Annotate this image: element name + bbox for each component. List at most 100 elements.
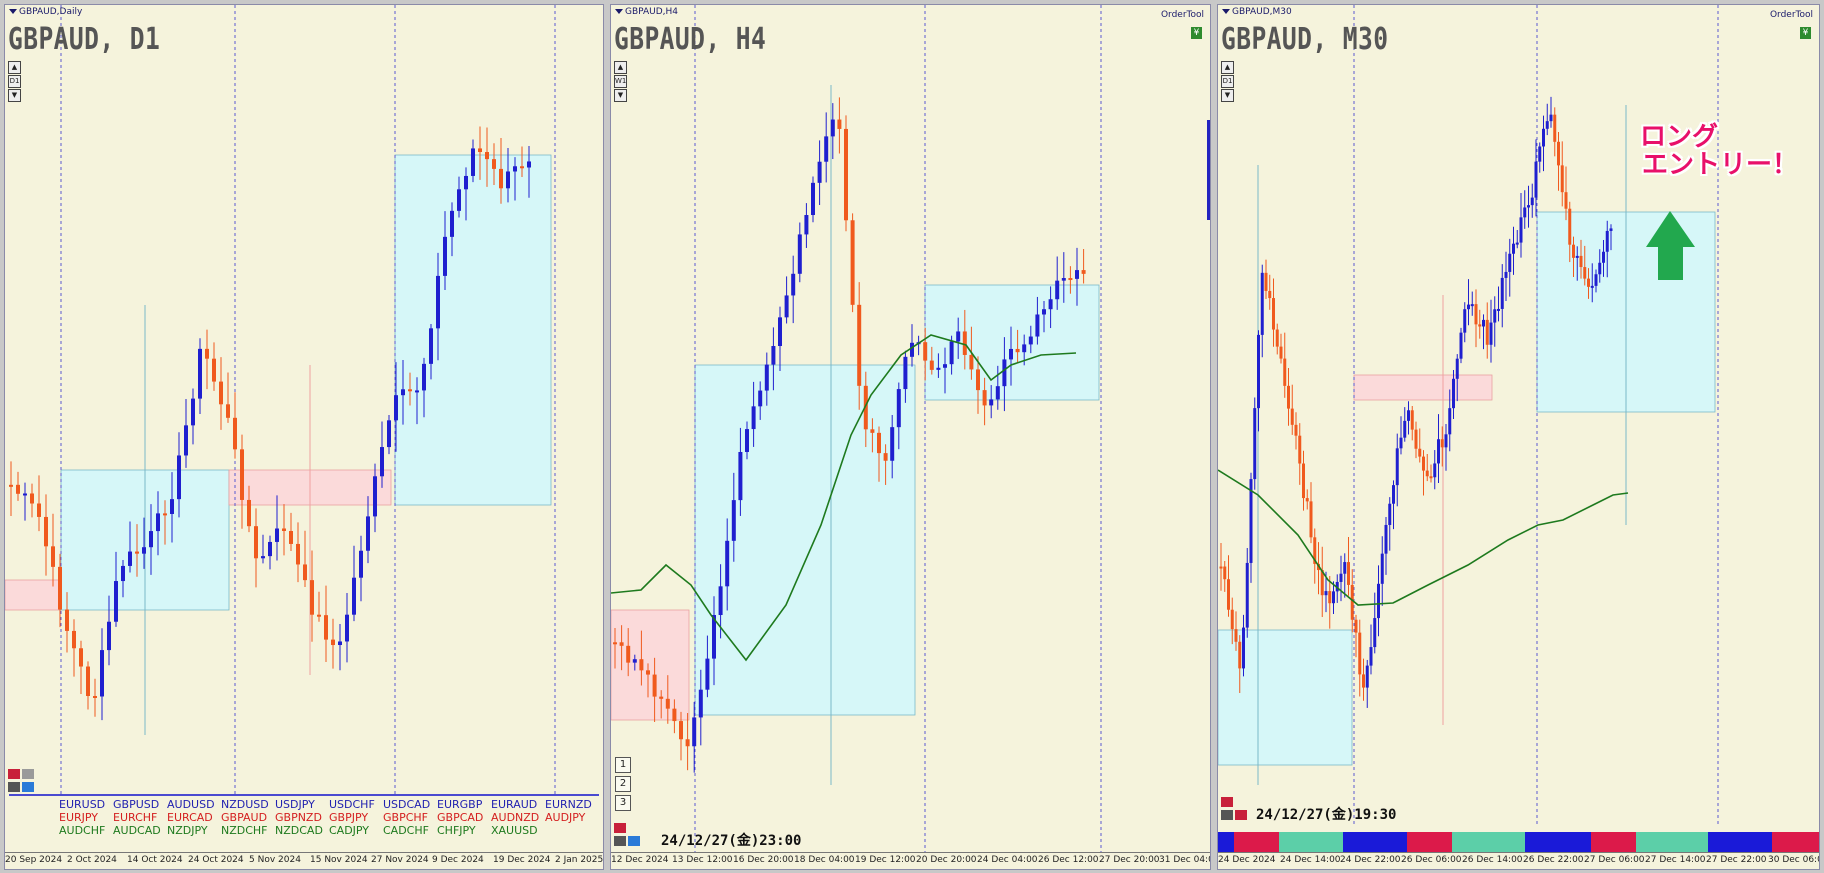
color-icon[interactable] (1235, 810, 1247, 820)
settings-icon[interactable] (614, 836, 626, 846)
chart-window-d1[interactable]: GBPAUD,Daily GBPAUD, D1 ▲ D1 ▼ EURUSD GBP… (4, 4, 604, 870)
dropdown-icon[interactable] (615, 9, 623, 14)
color-icon[interactable] (628, 836, 640, 846)
scroll-up-button[interactable]: ▲ (614, 61, 627, 74)
pair-link[interactable]: NZDJPY (167, 824, 208, 837)
pair-link[interactable]: XAUUSD (491, 824, 538, 837)
pair-link[interactable]: AUDNZD (491, 811, 540, 824)
pair-link[interactable]: EURCAD (167, 811, 213, 824)
candle-body (198, 348, 202, 399)
pair-link[interactable]: GBPJPY (329, 811, 369, 824)
candle-body (679, 721, 683, 740)
pair-link[interactable]: USDCHF (329, 798, 375, 811)
candle-body (1489, 322, 1493, 345)
pair-link[interactable]: NZDCHF (221, 824, 268, 837)
candle-body (1575, 255, 1579, 258)
order-tool-label[interactable]: OrderTool (1160, 10, 1204, 20)
pair-link[interactable]: CHFJPY (437, 824, 476, 837)
close-icon[interactable] (1221, 797, 1233, 807)
candle-body (1313, 537, 1317, 564)
moving-average-line (1218, 469, 1629, 606)
candle-body (1075, 270, 1079, 279)
number-button-3[interactable]: 3 (615, 795, 631, 811)
date-label: 30 Dec 06:00 (1768, 855, 1819, 865)
candle-body (1530, 197, 1534, 206)
color-icon[interactable] (22, 782, 34, 792)
zone-box (394, 154, 552, 506)
candle-body (731, 500, 736, 541)
candle-body (1587, 278, 1590, 287)
number-button-2[interactable]: 2 (615, 776, 631, 792)
candle-body (478, 148, 482, 153)
annotation-line: エントリー！ (1642, 150, 1799, 180)
chart-window-h4[interactable]: GBPAUD,H4 GBPAUD, H4 OrderTool ¥ ▲ W1 ▼ … (610, 4, 1211, 870)
candle-body (261, 556, 265, 559)
candle-body (863, 385, 868, 430)
pair-link[interactable]: AUDJPY (545, 811, 586, 824)
candle-body (1339, 573, 1343, 582)
dropdown-icon[interactable] (9, 9, 17, 14)
candle-body (1474, 304, 1478, 325)
candle-body (1478, 324, 1482, 327)
scroll-up-button[interactable]: ▲ (1221, 61, 1234, 74)
candle-body (1568, 208, 1572, 245)
pair-link[interactable]: EURNZD (545, 798, 592, 811)
timeframe-button[interactable]: D1 (8, 75, 21, 88)
pair-link[interactable]: EURJPY (59, 811, 98, 824)
pair-link[interactable]: GBPCHF (383, 811, 428, 824)
trend-segment (1708, 832, 1772, 852)
settings-icon[interactable] (1221, 810, 1233, 820)
dropdown-icon[interactable] (1222, 9, 1230, 14)
symbol-label: GBPAUD, M30 (1221, 22, 1389, 57)
pair-link[interactable]: USDCAD (383, 798, 431, 811)
pair-link[interactable]: GBPAUD (221, 811, 268, 824)
pair-link[interactable]: EURGBP (437, 798, 483, 811)
pair-link[interactable]: GBPCAD (437, 811, 484, 824)
candle-body (652, 674, 657, 697)
candle-body (506, 171, 510, 189)
pair-link[interactable]: EURUSD (59, 798, 106, 811)
close-icon[interactable] (8, 769, 20, 779)
pair-link[interactable]: AUDCHF (59, 824, 106, 837)
pair-link[interactable]: CADJPY (329, 824, 370, 837)
minimize-icon[interactable] (22, 769, 34, 779)
zone-box (924, 284, 1100, 401)
yen-badge[interactable]: ¥ (1800, 27, 1811, 39)
candle-body (949, 341, 954, 365)
pair-link[interactable]: AUDUSD (167, 798, 215, 811)
price-chart-m30[interactable] (1218, 5, 1820, 870)
close-icon[interactable] (614, 823, 626, 833)
scroll-up-button[interactable]: ▲ (8, 61, 21, 74)
chart-window-m30[interactable]: GBPAUD,M30 GBPAUD, M30 OrderTool ¥ ▲ D1 … (1217, 4, 1820, 870)
pair-link[interactable]: EURAUD (491, 798, 538, 811)
candle-body (1298, 435, 1302, 464)
settings-icon[interactable] (8, 782, 20, 792)
pair-link[interactable]: USDJPY (275, 798, 315, 811)
candle-body (1403, 420, 1407, 438)
pair-link[interactable]: NZDUSD (221, 798, 269, 811)
timeframe-button[interactable]: D1 (1221, 75, 1234, 88)
scroll-down-button[interactable]: ▼ (1221, 89, 1234, 102)
candle-body (1272, 298, 1275, 330)
pair-link[interactable]: CADCHF (383, 824, 429, 837)
pair-link[interactable]: GBPNZD (275, 811, 322, 824)
yen-badge[interactable]: ¥ (1191, 27, 1202, 39)
candle-body (1538, 146, 1542, 162)
price-chart-h4[interactable] (611, 5, 1211, 870)
number-button-1[interactable]: 1 (615, 757, 631, 773)
scroll-down-button[interactable]: ▼ (614, 89, 627, 102)
pair-link[interactable]: GBPUSD (113, 798, 160, 811)
trend-segment (1636, 832, 1708, 852)
symbol-label: GBPAUD, D1 (8, 22, 161, 57)
pair-link[interactable]: NZDCAD (275, 824, 323, 837)
price-chart-d1[interactable] (5, 5, 604, 870)
pair-link[interactable]: AUDCAD (113, 824, 161, 837)
candle-body (296, 543, 300, 565)
scroll-down-button[interactable]: ▼ (8, 89, 21, 102)
timeframe-button[interactable]: W1 (614, 75, 627, 88)
pair-link[interactable]: EURCHF (113, 811, 158, 824)
candle-body (352, 577, 356, 615)
candle-body (1377, 583, 1380, 619)
order-tool-label[interactable]: OrderTool (1769, 10, 1813, 20)
candle-body (1523, 207, 1527, 218)
